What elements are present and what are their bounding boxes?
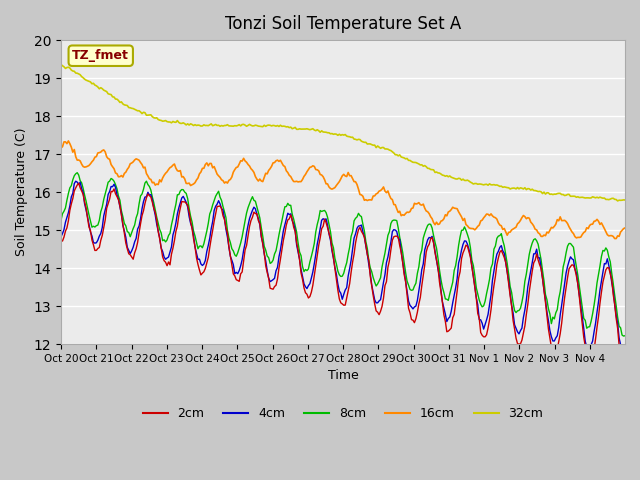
2cm [78, 188, 86, 194]
16cm [95, 150, 103, 156]
16cm [621, 225, 629, 231]
32cm [618, 197, 626, 203]
32cm [621, 197, 629, 203]
2cm [461, 247, 468, 252]
Legend: 2cm, 4cm, 8cm, 16cm, 32cm: 2cm, 4cm, 8cm, 16cm, 32cm [138, 402, 548, 425]
4cm [618, 351, 626, 357]
8cm [78, 180, 86, 186]
2cm [75, 180, 83, 186]
32cm [348, 134, 355, 140]
8cm [545, 306, 552, 312]
2cm [618, 360, 626, 366]
4cm [620, 353, 627, 359]
32cm [76, 72, 84, 78]
16cm [349, 176, 356, 181]
Text: TZ_fmet: TZ_fmet [72, 49, 129, 62]
Line: 16cm: 16cm [61, 141, 625, 239]
2cm [545, 326, 552, 332]
8cm [461, 224, 468, 230]
16cm [461, 216, 468, 221]
8cm [618, 332, 626, 338]
16cm [78, 161, 86, 167]
16cm [65, 138, 72, 144]
2cm [621, 368, 629, 373]
X-axis label: Time: Time [328, 370, 358, 383]
8cm [620, 333, 627, 339]
Line: 8cm: 8cm [61, 173, 625, 336]
32cm [57, 61, 65, 67]
4cm [621, 350, 629, 356]
4cm [461, 238, 468, 244]
8cm [74, 170, 81, 176]
Line: 32cm: 32cm [61, 64, 625, 201]
8cm [57, 217, 65, 223]
Line: 4cm: 4cm [61, 181, 625, 356]
16cm [611, 236, 618, 241]
8cm [349, 228, 356, 234]
32cm [94, 84, 102, 90]
2cm [95, 245, 103, 251]
8cm [95, 217, 103, 223]
16cm [620, 226, 627, 231]
32cm [459, 176, 467, 182]
4cm [349, 246, 356, 252]
Line: 2cm: 2cm [61, 183, 625, 371]
16cm [57, 145, 65, 151]
Title: Tonzi Soil Temperature Set A: Tonzi Soil Temperature Set A [225, 15, 461, 33]
2cm [349, 259, 356, 265]
2cm [620, 368, 627, 374]
16cm [545, 230, 552, 236]
4cm [78, 186, 86, 192]
4cm [72, 178, 79, 184]
2cm [57, 238, 65, 244]
8cm [621, 333, 629, 338]
32cm [543, 190, 551, 196]
4cm [57, 234, 65, 240]
32cm [614, 198, 621, 204]
Y-axis label: Soil Temperature (C): Soil Temperature (C) [15, 128, 28, 256]
4cm [545, 318, 552, 324]
4cm [95, 233, 103, 239]
